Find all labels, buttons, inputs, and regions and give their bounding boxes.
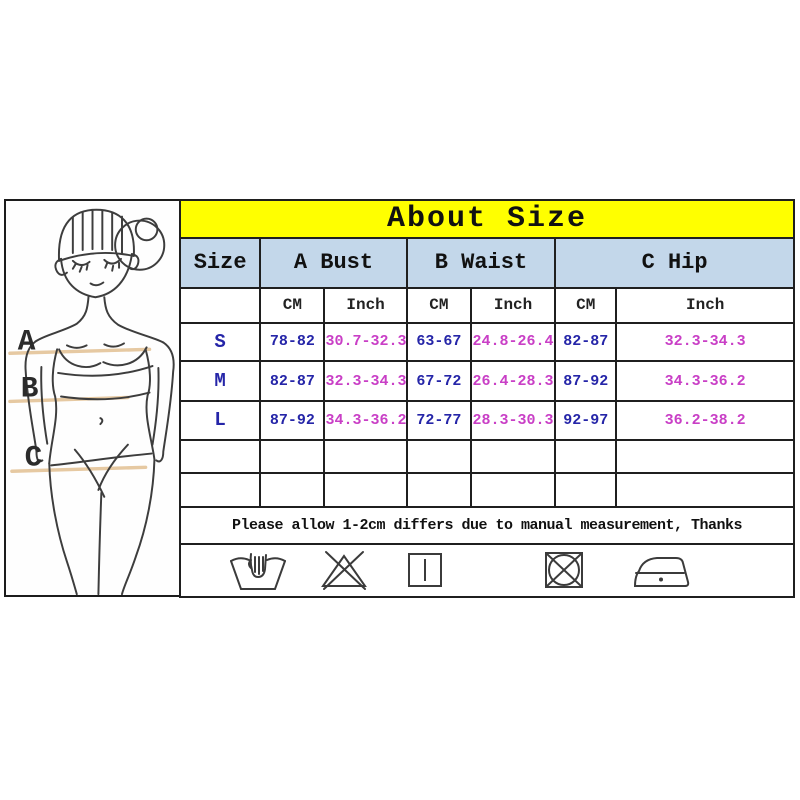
table-title: About Size <box>179 199 795 239</box>
waist-cm-cell: 72-77 <box>405 400 472 441</box>
waist-inch-cell: 28.3-30.3 <box>469 400 557 441</box>
bust-inch-cell: 32.3-34.3 <box>323 360 408 403</box>
size-cell: M <box>178 360 262 403</box>
hip-inch-header: Inch <box>615 286 795 324</box>
col-header-size: Size <box>178 236 262 289</box>
waist-cm-header: CM <box>405 286 472 324</box>
size-table: About Size Size A Bust B Waist C Hip CM … <box>178 199 795 599</box>
hip-cm-header: CM <box>554 286 618 324</box>
marker-b-label: B <box>21 372 39 406</box>
bust-cm-cell: 78-82 <box>259 321 326 363</box>
waist-line <box>60 391 151 401</box>
bust-cm-cell: 87-92 <box>259 400 326 441</box>
col-header-bust: A Bust <box>259 236 408 289</box>
bust-measure-line <box>8 347 152 355</box>
hip-cm-cell: 87-92 <box>554 360 618 403</box>
waist-cm-cell: 67-72 <box>405 360 472 403</box>
do-not-tumble-dry-icon <box>543 551 585 589</box>
col-header-waist: B Waist <box>405 236 557 289</box>
measurement-note: Please allow 1-2cm differs due to manual… <box>179 505 795 545</box>
mouth <box>89 281 105 287</box>
bust-cm-cell: 82-87 <box>259 360 326 403</box>
hip-measure-line <box>10 465 148 473</box>
navel <box>99 417 104 426</box>
face-outline <box>60 253 133 299</box>
table-row-m: M 82-87 32.3-34.3 67-72 26.4-28.3 87-92 … <box>178 360 795 403</box>
right-arm <box>155 341 175 463</box>
marker-a-label: A <box>18 324 36 358</box>
hair-outline <box>58 208 135 262</box>
bust-inch-cell: 34.3-36.2 <box>323 400 408 441</box>
care-icons-row <box>179 542 795 599</box>
iron-icon <box>633 552 691 588</box>
hip-inch-cell: 32.3-34.3 <box>615 321 795 363</box>
marker-c-label: C <box>25 440 43 474</box>
unit-blank-cell <box>178 286 262 324</box>
table-row-l: L 87-92 34.3-36.2 72-77 28.3-30.3 92-97 … <box>178 400 795 441</box>
bust-inch-cell: 30.7-32.3 <box>323 321 408 363</box>
bust-cm-header: CM <box>259 286 326 324</box>
right-eye <box>103 257 123 265</box>
bust-line <box>58 348 102 368</box>
table-row-s: S 78-82 30.7-32.3 63-67 24.8-26.4 82-87 … <box>178 321 795 363</box>
right-leg <box>121 458 156 595</box>
waist-inch-header: Inch <box>469 286 557 324</box>
do-not-bleach-icon <box>319 549 369 591</box>
hip-cm-cell: 92-97 <box>554 400 618 441</box>
col-header-hip: C Hip <box>554 236 795 289</box>
left-leg <box>48 462 78 595</box>
hip-cm-cell: 82-87 <box>554 321 618 363</box>
size-cell: L <box>178 400 262 441</box>
left-arm <box>24 340 44 463</box>
empty-row <box>178 472 795 508</box>
hip-line <box>50 452 153 467</box>
woman-line-drawing: A B C <box>8 208 175 595</box>
waist-cm-cell: 63-67 <box>405 321 472 363</box>
hip-inch-cell: 34.3-36.2 <box>615 360 795 403</box>
waist-inch-cell: 24.8-26.4 <box>469 321 557 363</box>
left-eye <box>71 259 91 267</box>
drip-dry-icon <box>407 552 443 588</box>
bust-inch-header: Inch <box>323 286 408 324</box>
hand-wash-icon <box>229 549 287 591</box>
size-cell: S <box>178 321 262 363</box>
empty-row <box>178 438 795 475</box>
hip-inch-cell: 36.2-38.2 <box>615 400 795 441</box>
body-figure-panel: A B C <box>4 199 182 597</box>
waist-inch-cell: 26.4-28.3 <box>469 360 557 403</box>
